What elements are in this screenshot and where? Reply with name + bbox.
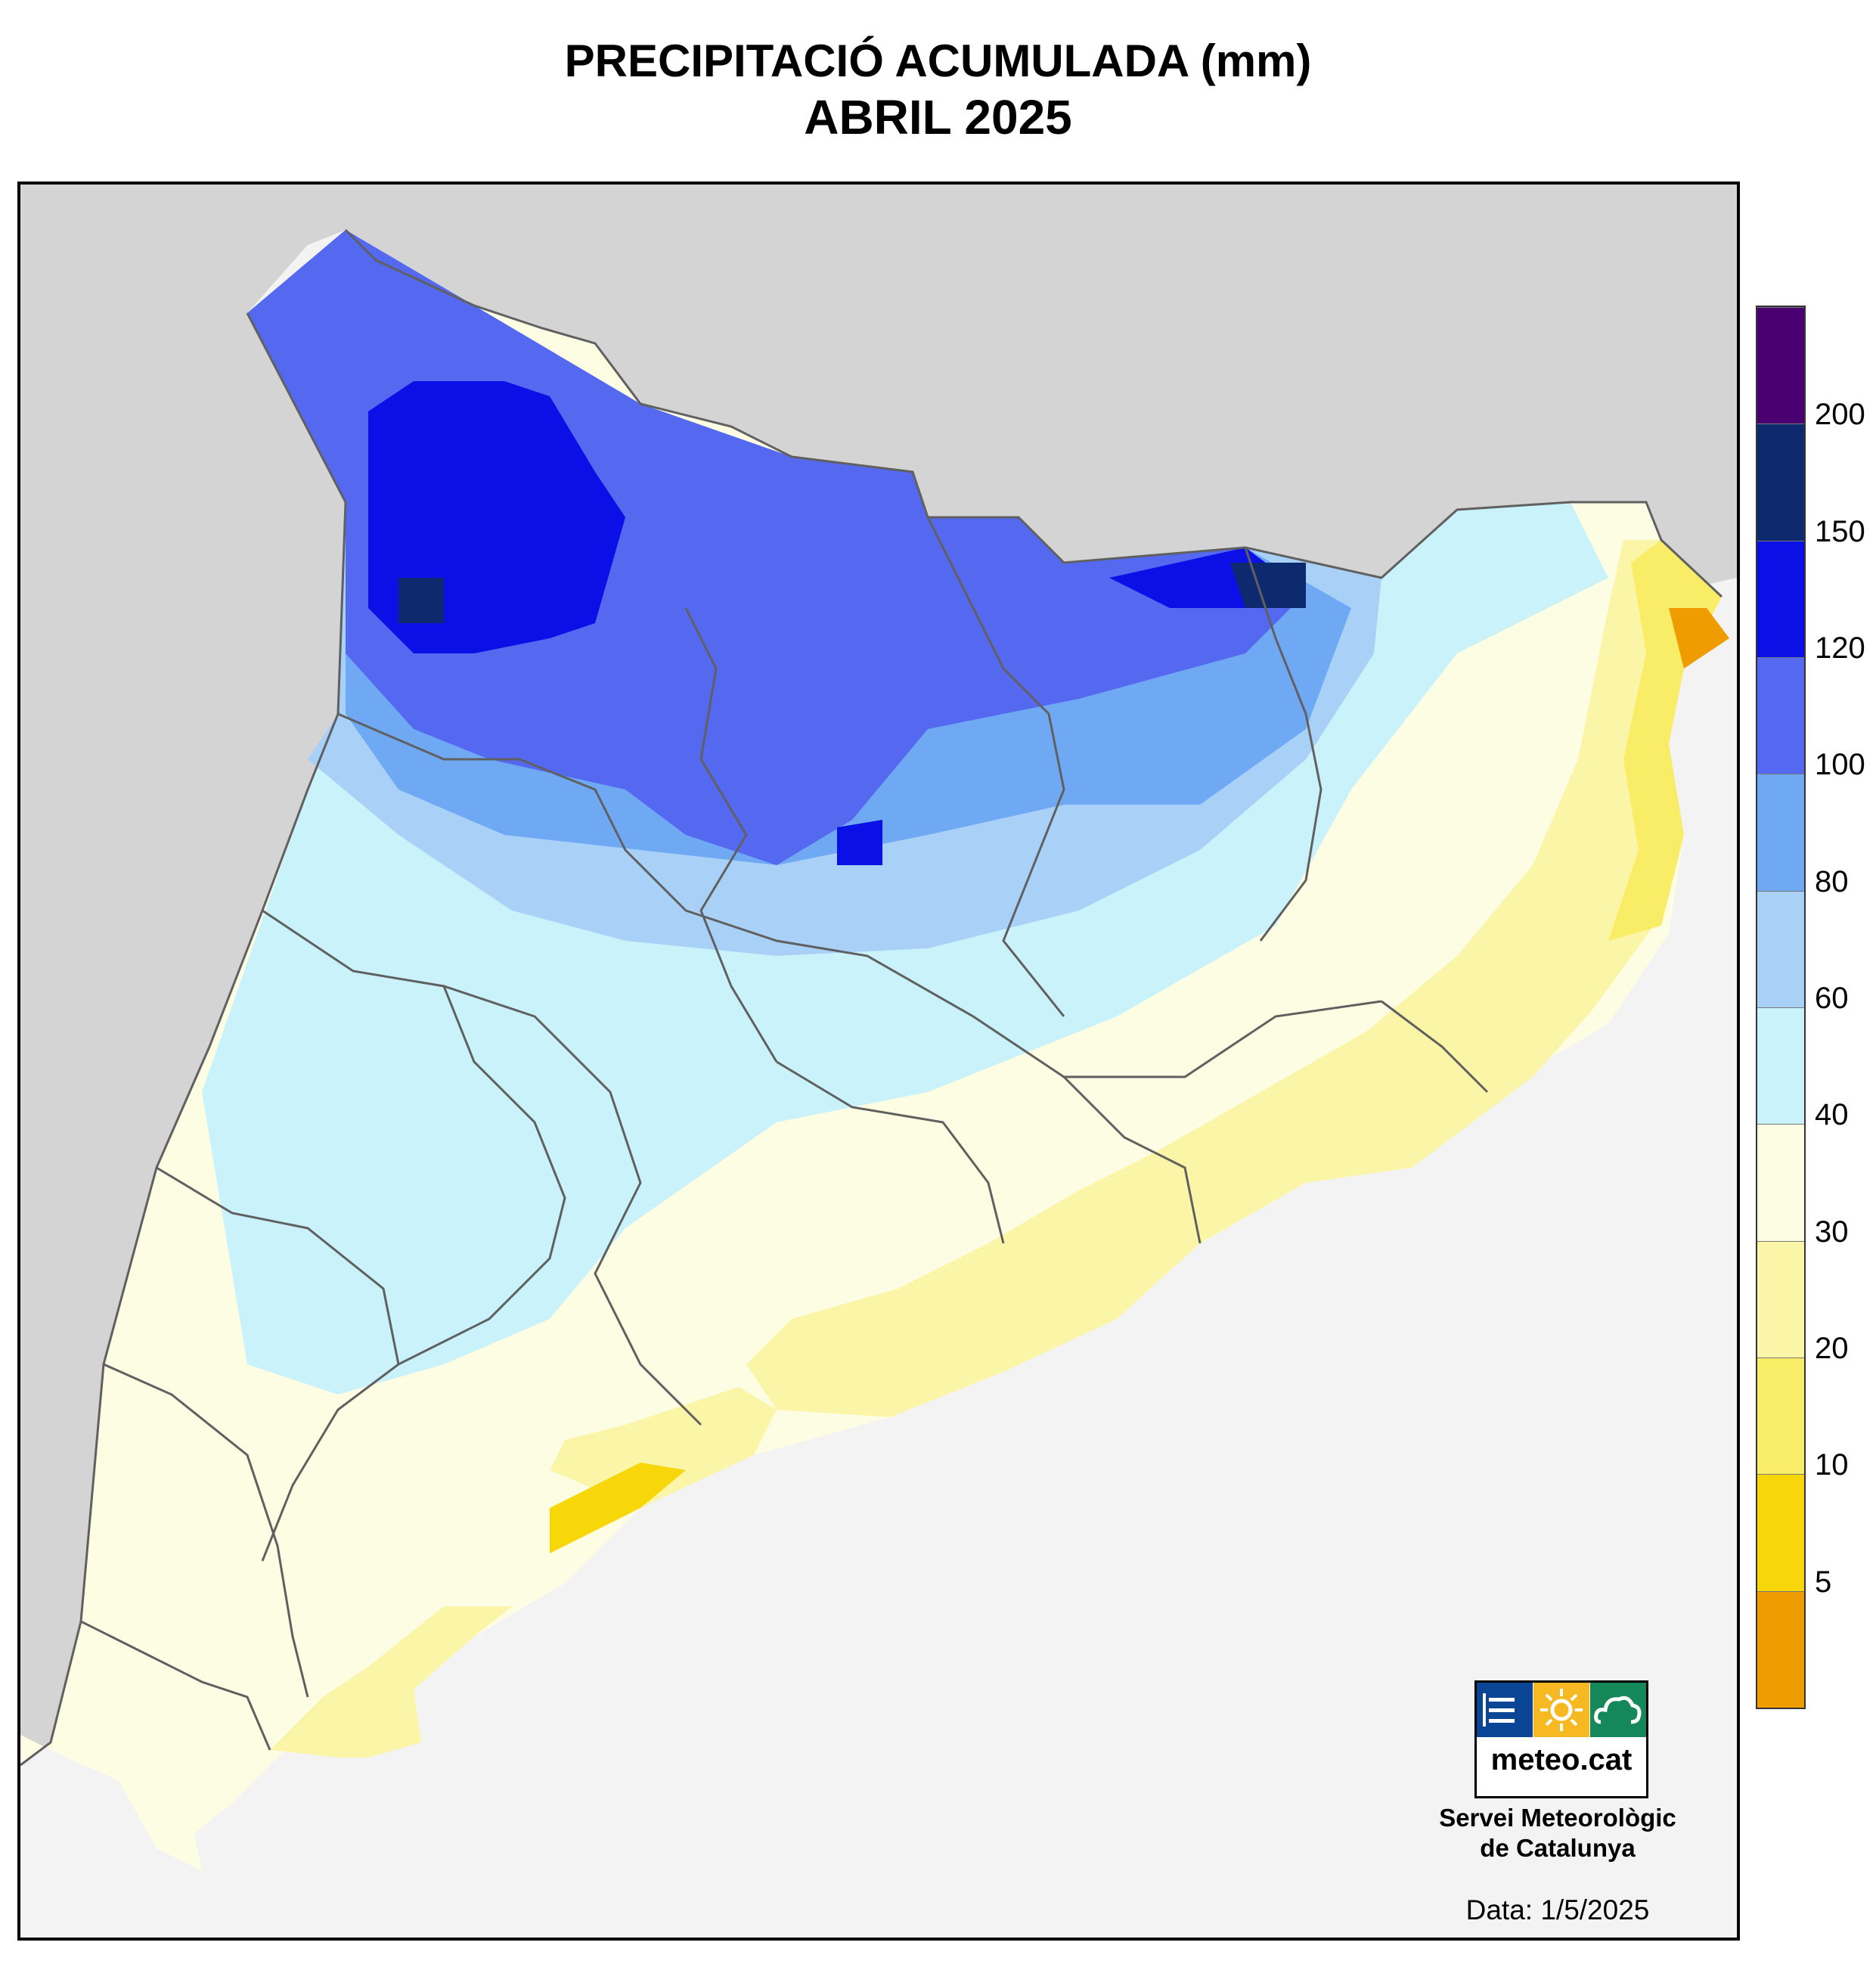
comarca-boundaries	[20, 228, 1723, 1767]
map-frame	[17, 182, 1740, 1941]
legend-tick-label: 100	[1815, 748, 1865, 782]
precipitation-map	[20, 185, 1737, 1871]
legend-swatch	[1757, 1357, 1804, 1475]
organization-line1: Servei Meteorològic	[1439, 1804, 1676, 1832]
legend-tick-label: 120	[1815, 631, 1865, 665]
map-subtitle: ABRIL 2025	[804, 90, 1072, 144]
legend-tick-label: 150	[1815, 514, 1865, 548]
legend-swatch	[1757, 424, 1804, 541]
data-date: Data: 1/5/2025	[1465, 1894, 1650, 1925]
map-title: PRECIPITACIÓ ACUMULADA (mm)	[564, 36, 1312, 86]
legend-swatch	[1757, 1240, 1804, 1357]
legend-swatch	[1757, 1124, 1804, 1241]
legend-swatch	[1757, 1590, 1804, 1708]
sun-icon	[1533, 1683, 1589, 1737]
legend-colorbar	[1756, 306, 1806, 1709]
legend-tick-label: 5	[1815, 1565, 1832, 1599]
legend-swatch	[1757, 307, 1804, 424]
legend-tick-label: 60	[1815, 982, 1849, 1015]
organization-line2: de Catalunya	[1480, 1834, 1636, 1862]
legend-tick-label: 40	[1815, 1098, 1849, 1132]
legend-swatch	[1757, 657, 1804, 774]
legend-swatch	[1757, 1007, 1804, 1125]
legend-swatch	[1757, 890, 1804, 1007]
lines-icon	[1477, 1683, 1533, 1737]
legend-swatch	[1757, 774, 1804, 891]
legend-tick-label: 10	[1815, 1448, 1849, 1482]
legend-tick-label: 20	[1815, 1332, 1849, 1365]
legend-tick-label: 30	[1815, 1215, 1849, 1249]
logo-text: meteo.cat	[1490, 1743, 1633, 1776]
legend-tick-label: 80	[1815, 864, 1849, 898]
meteocat-logo: meteo.cat	[1474, 1680, 1648, 1798]
legend-tick-label: 200	[1815, 398, 1865, 432]
legend-swatch	[1757, 540, 1804, 657]
relief-aragon	[20, 313, 346, 1765]
legend-swatch	[1757, 1474, 1804, 1591]
cloud-icon	[1590, 1683, 1646, 1737]
